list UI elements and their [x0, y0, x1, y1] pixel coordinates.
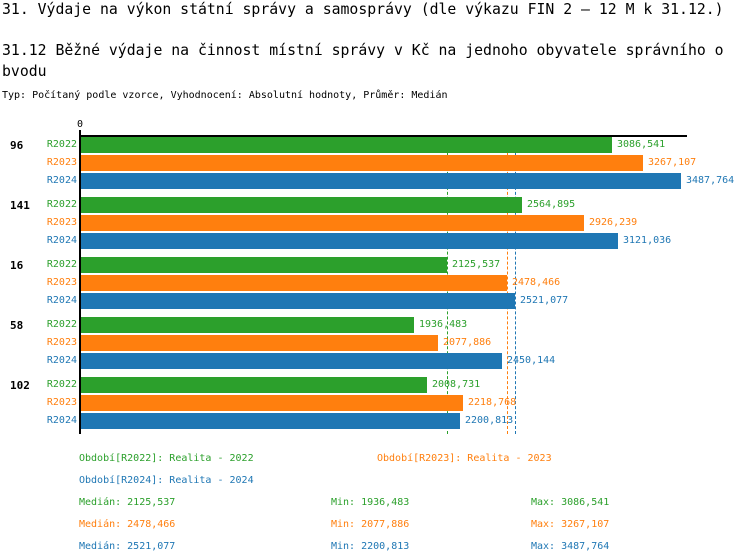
bar-r2023-141: [81, 215, 584, 231]
group-label-96: 96: [10, 139, 24, 152]
bar-r2023-58: [81, 335, 438, 351]
bar-value-label-r2024-141: 3121,036: [623, 235, 672, 246]
bar-value-label-r2024-58: 2450,144: [507, 355, 556, 366]
row-label-r2022-16: R2022: [46, 259, 77, 270]
chart-meta: Typ: Počítaný podle vzorce, Vyhodnocení:…: [2, 90, 448, 101]
row-label-r2023-16: R2023: [46, 277, 77, 288]
row-label-r2023-96: R2023: [46, 157, 77, 168]
bar-value-label-r2022-96: 3086,541: [617, 139, 666, 150]
legend-item-r2022: Období[R2022]: Realita - 2022: [79, 453, 254, 464]
bar-value-label-r2024-16: 2521,077: [520, 295, 569, 306]
bar-value-label-r2022-102: 2008,731: [432, 379, 481, 390]
bar-r2023-16: [81, 275, 507, 291]
bar-r2024-96: [81, 173, 681, 189]
row-label-r2024-141: R2024: [46, 235, 77, 246]
stat-median-r2022: Medián: 2125,537: [79, 497, 176, 508]
row-label-r2024-102: R2024: [46, 415, 77, 426]
bar-r2022-16: [81, 257, 447, 273]
bar-r2022-141: [81, 197, 522, 213]
bar-value-label-r2023-141: 2926,239: [589, 217, 638, 228]
group-label-141: 141: [10, 199, 30, 212]
group-label-58: 58: [10, 319, 24, 332]
bar-value-label-r2022-16: 2125,537: [452, 259, 501, 270]
row-label-r2022-102: R2022: [46, 379, 77, 390]
row-label-r2022-96: R2022: [46, 139, 77, 150]
stat-max-r2022: Max: 3086,541: [531, 497, 610, 508]
row-label-r2024-58: R2024: [46, 355, 77, 366]
row-label-r2022-58: R2022: [46, 319, 77, 330]
median-line-r2024: [515, 137, 516, 434]
row-label-r2023-102: R2023: [46, 397, 77, 408]
bar-r2024-16: [81, 293, 515, 309]
stat-min-r2022: Min: 1936,483: [331, 497, 410, 508]
median-line-r2023: [507, 137, 508, 434]
y-axis-line: [79, 130, 81, 434]
bar-r2022-102: [81, 377, 427, 393]
zero-tick-label: 0: [76, 119, 84, 130]
plot-area: 3086,541 3267,107 3487,764 2564,895 2926,239…: [81, 137, 734, 434]
row-label-r2022-141: R2022: [46, 199, 77, 210]
bar-r2023-102: [81, 395, 463, 411]
bar-r2024-102: [81, 413, 460, 429]
bar-value-label-r2023-102: 2218,768: [468, 397, 517, 408]
stat-median-r2023: Medián: 2478,466: [79, 519, 176, 530]
row-label-r2024-16: R2024: [46, 295, 77, 306]
stat-min-r2024: Min: 2200,813: [331, 541, 410, 552]
bar-r2022-96: [81, 137, 612, 153]
bar-value-label-r2023-58: 2077,886: [443, 337, 492, 348]
chart-title: 31. Výdaje na výkon státní správy a samo…: [2, 1, 724, 18]
category-labels: 96 141 16 58 102: [10, 137, 70, 434]
bar-value-label-r2023-16: 2478,466: [512, 277, 561, 288]
group-label-16: 16: [10, 259, 24, 272]
row-label-r2023-141: R2023: [46, 217, 77, 228]
bar-value-label-r2024-96: 3487,764: [686, 175, 735, 186]
bar-r2024-58: [81, 353, 502, 369]
bar-value-label-r2022-141: 2564,895: [527, 199, 576, 210]
chart-subtitle: 31.12 Běžné výdaje na činnost místní spr…: [2, 42, 724, 80]
row-label-r2023-58: R2023: [46, 337, 77, 348]
x-axis-line: [79, 135, 687, 137]
stat-median-r2024: Medián: 2521,077: [79, 541, 176, 552]
bar-r2023-96: [81, 155, 643, 171]
legend-item-r2024: Období[R2024]: Realita - 2024: [79, 475, 254, 486]
bar-r2024-141: [81, 233, 618, 249]
bar-value-label-r2022-58: 1936,483: [419, 319, 468, 330]
bar-r2022-58: [81, 317, 414, 333]
stat-min-r2023: Min: 2077,886: [331, 519, 410, 530]
bar-value-label-r2024-102: 2200,813: [465, 415, 514, 426]
series-row-labels: R2022 R2023 R2024 R2022 R2023 R2024 R2022 R2023…: [0, 137, 78, 434]
row-label-r2024-96: R2024: [46, 175, 77, 186]
legend-item-r2023: Období[R2023]: Realita - 2023: [377, 453, 552, 464]
stat-max-r2024: Max: 3487,764: [531, 541, 610, 552]
group-label-102: 102: [10, 379, 30, 392]
stat-max-r2023: Max: 3267,107: [531, 519, 610, 530]
bar-value-label-r2023-96: 3267,107: [648, 157, 697, 168]
